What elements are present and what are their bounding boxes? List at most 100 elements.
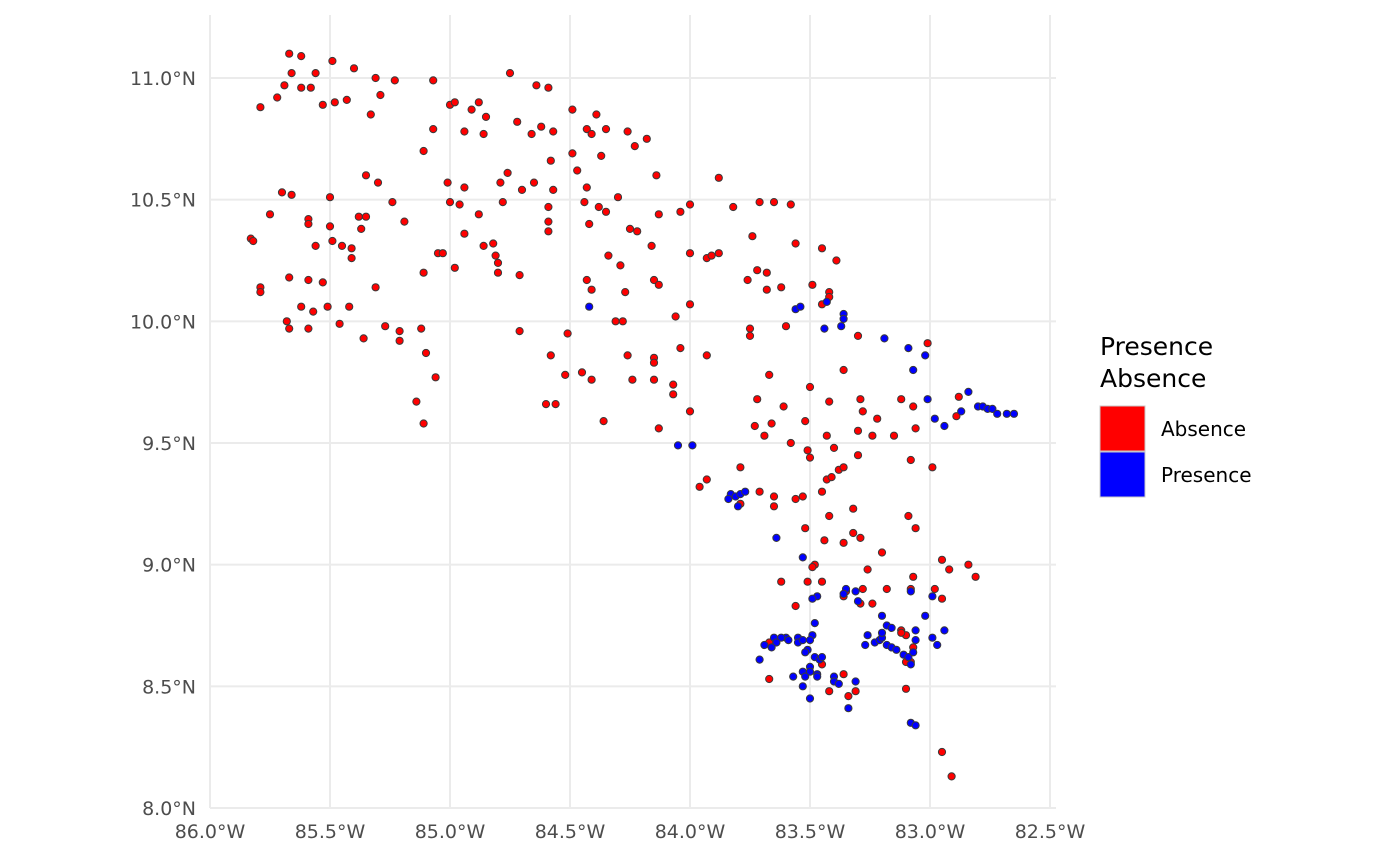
- absence-point-235: [849, 528, 858, 538]
- absence-point-242: [803, 577, 812, 586]
- absence-point-167: [745, 324, 755, 333]
- absence-point-31: [429, 125, 438, 134]
- absence-point-34: [527, 129, 536, 139]
- presence-point-25: [688, 441, 697, 450]
- absence-point-275: [825, 687, 834, 696]
- y-tick-label-5: 10.5°N: [130, 190, 196, 212]
- presence-point-13: [940, 421, 949, 431]
- absence-point-143: [323, 302, 332, 311]
- absence-point-67: [685, 200, 695, 209]
- absence-point-7: [390, 76, 399, 85]
- absence-point-97: [479, 241, 488, 250]
- legend-title-line-2: Absence: [1100, 364, 1206, 393]
- absence-point-248: [964, 560, 973, 569]
- absence-point-27: [513, 117, 522, 126]
- absence-point-108: [685, 249, 695, 258]
- absence-point-107: [832, 256, 841, 265]
- absence-point-58: [529, 178, 539, 187]
- absence-point-116: [515, 271, 524, 280]
- absence-point-205: [829, 443, 839, 452]
- absence-point-72: [455, 200, 464, 209]
- absence-point-198: [954, 392, 963, 401]
- absence-point-145: [685, 300, 695, 309]
- absence-point-273: [851, 687, 860, 696]
- absence-point-144: [345, 302, 354, 311]
- absence-point-26: [481, 112, 491, 122]
- absence-point-20: [532, 81, 541, 90]
- absence-point-189: [805, 382, 815, 392]
- presence-point-71: [851, 677, 860, 686]
- legend-label-absence: Absence: [1161, 417, 1246, 441]
- presence-point-45: [784, 636, 793, 645]
- absence-point-28: [537, 122, 546, 131]
- presence-point-39: [839, 589, 848, 599]
- absence-point-147: [282, 317, 291, 326]
- presence-point-32: [772, 533, 781, 543]
- absence-point-162: [623, 351, 632, 360]
- absence-point-247: [945, 565, 954, 574]
- absence-point-3: [349, 64, 359, 73]
- absence-point-115: [493, 268, 503, 277]
- absence-point-236: [856, 533, 865, 543]
- absence-point-141: [297, 302, 306, 311]
- absence-point-17: [256, 103, 265, 112]
- absence-point-159: [515, 327, 524, 336]
- absence-point-230: [849, 504, 858, 513]
- absence-point-151: [381, 322, 390, 331]
- y-tick-label-2: 9.0°N: [142, 555, 196, 577]
- absence-point-196: [909, 402, 918, 411]
- presence-point-67: [755, 655, 764, 664]
- absence-point-53: [373, 178, 383, 187]
- absence-point-10: [297, 83, 306, 92]
- absence-point-255: [882, 584, 891, 594]
- absence-point-180: [541, 400, 551, 409]
- absence-point-184: [654, 424, 663, 433]
- absence-point-251: [791, 601, 800, 611]
- presence-point-23: [923, 395, 932, 404]
- legend-key-absence: [1099, 405, 1146, 452]
- absence-point-104: [748, 232, 757, 241]
- presence-point-60: [798, 682, 807, 691]
- absence-point-44: [597, 151, 606, 160]
- absence-point-276: [937, 747, 947, 757]
- absence-point-71: [714, 173, 723, 182]
- absence-point-118: [616, 261, 625, 270]
- absence-point-154: [359, 334, 368, 343]
- legend: Presence Absence Absence Presence: [1099, 332, 1252, 498]
- absence-point-120: [304, 275, 313, 285]
- absence-point-250: [777, 577, 786, 586]
- absence-point-16: [273, 93, 282, 102]
- presence-point-88: [906, 660, 915, 669]
- absence-point-204: [822, 431, 831, 440]
- absence-point-199: [952, 412, 961, 421]
- absence-point-25: [467, 105, 476, 114]
- absence-point-85: [585, 219, 594, 229]
- absence-point-119: [285, 273, 294, 282]
- absence-point-169: [781, 322, 791, 331]
- absence-point-70: [729, 202, 738, 212]
- absence-point-126: [450, 263, 459, 272]
- absence-point-241: [808, 563, 817, 572]
- absence-point-42: [419, 146, 428, 156]
- x-tick-label-4: 84.0°W: [655, 821, 726, 843]
- absence-point-171: [923, 339, 932, 348]
- presence-point-92: [921, 611, 930, 620]
- presence-point-89: [887, 623, 896, 633]
- absence-point-227: [798, 492, 807, 501]
- absence-point-129: [621, 288, 630, 297]
- absence-point-150: [335, 319, 344, 328]
- absence-point-124: [371, 283, 380, 292]
- presence-point-7: [820, 324, 829, 333]
- absence-point-274: [844, 692, 853, 701]
- absence-point-231: [801, 524, 810, 533]
- absence-point-59: [549, 185, 558, 194]
- absence-point-142: [309, 307, 318, 316]
- presence-point-20: [993, 409, 1002, 418]
- absence-point-95: [311, 241, 320, 250]
- presence-point-0: [585, 302, 594, 311]
- presence-point-96: [940, 626, 949, 635]
- absence-point-102: [769, 198, 779, 207]
- absence-point-220: [827, 473, 836, 482]
- absence-point-267: [901, 684, 911, 693]
- absence-point-6: [371, 73, 380, 83]
